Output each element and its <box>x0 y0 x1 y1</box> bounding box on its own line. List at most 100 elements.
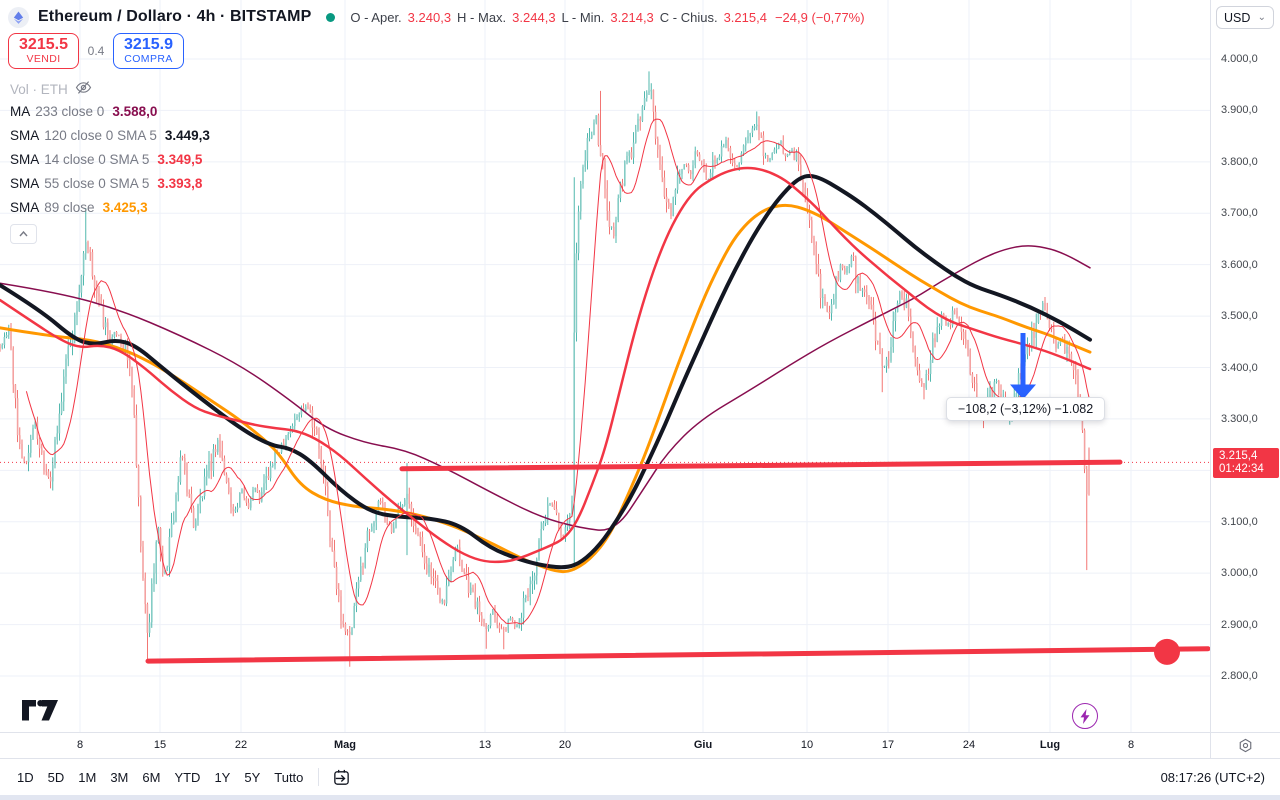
trade-buttons: 3215.5 VENDI 0.4 3215.9 COMPRA <box>8 33 184 69</box>
price-axis-label: 2.900,0 <box>1221 618 1258 631</box>
price-axis-label: 3.000,0 <box>1221 567 1258 580</box>
bottom-toolbar: 1D 5D 1M 3M 6M YTD 1Y 5Y Tutto 08:17:26 (UTC+2) <box>0 758 1280 795</box>
sell-label: VENDI <box>26 53 61 66</box>
ohlc-row: O - Aper. 3.240,3 H - Max. 3.244,3 L - M… <box>350 10 864 25</box>
buy-button[interactable]: 3215.9 COMPRA <box>113 33 184 69</box>
price-chart-canvas[interactable] <box>0 0 1210 732</box>
range-button-1y[interactable]: 1Y <box>214 769 231 785</box>
time-axis-label: Mag <box>334 739 356 751</box>
trendline-2[interactable] <box>145 646 1210 664</box>
down-arrow-head <box>1010 384 1036 400</box>
measure-tooltip: −108,2 (−3,12%) −1.082 <box>946 397 1106 421</box>
session-clock[interactable]: 08:17:26 (UTC+2) <box>1160 769 1265 785</box>
indicator-name: MA <box>10 103 31 119</box>
price-axis-label: 3.100,0 <box>1221 515 1258 528</box>
eye-off-icon[interactable] <box>75 80 92 98</box>
overlay-sma55[interactable] <box>0 166 1092 564</box>
high-value: 3.244,3 <box>512 9 556 25</box>
gear-icon <box>1239 738 1252 753</box>
legend-row-sma14[interactable]: SMA 14 close 0 SMA 5 3.349,5 <box>10 147 210 171</box>
price-axis[interactable]: USD ⌄ 4.000,0 3.900,0 3.800,0 3.700,0 3.600,… <box>1210 0 1280 732</box>
price-axis-label: 3.700,0 <box>1221 207 1258 220</box>
market-status-dot-icon <box>326 12 336 22</box>
buy-price: 3215.9 <box>124 36 173 54</box>
price-axis-label: 4.000,0 <box>1221 53 1258 65</box>
chart-header: Ethereum / Dollaro · 4h · BITSTAMP O - A… <box>8 6 865 28</box>
range-button-5d[interactable]: 5D <box>47 769 65 785</box>
indicator-value: 3.425,3 <box>102 199 148 215</box>
go-to-date-button[interactable] <box>327 765 355 789</box>
time-axis-label: 22 <box>234 739 248 751</box>
tradingview-logo[interactable] <box>21 699 59 727</box>
overlay-sma89[interactable] <box>0 203 1092 574</box>
indicator-params: 55 close 0 SMA 5 <box>44 175 150 191</box>
price-axis-label: 2.800,0 <box>1221 670 1258 682</box>
time-axis[interactable]: 8 15 22 Mag 13 20 Giu 10 17 24 Lug 8 <box>0 732 1210 758</box>
price-axis-label: 3.400,0 <box>1221 361 1258 374</box>
price-axis-label: 3.600,0 <box>1221 258 1258 271</box>
overlay-sma14[interactable] <box>25 118 1090 625</box>
time-axis-label: 20 <box>558 739 572 751</box>
indicator-params: 233 close 0 <box>35 103 105 119</box>
time-axis-label: 8 <box>1127 739 1135 751</box>
range-button-1m[interactable]: 1M <box>78 769 97 785</box>
range-button-5y[interactable]: 5Y <box>244 769 261 785</box>
candle-countdown: 01:42:34 <box>1219 463 1264 476</box>
chevron-down-icon: ⌄ <box>1257 12 1266 23</box>
price-axis-label: 3.800,0 <box>1221 155 1258 168</box>
price-axis-label: 3.500,0 <box>1221 310 1258 323</box>
indicator-value: 3.449,3 <box>164 127 210 143</box>
drawing-circle[interactable] <box>1154 638 1180 665</box>
price-axis-label: 3.300,0 <box>1221 412 1258 425</box>
lightning-icon[interactable] <box>1072 703 1098 729</box>
time-axis-label: 13 <box>478 739 492 751</box>
overlay-sma120[interactable] <box>0 173 1092 570</box>
range-button-6m[interactable]: 6M <box>142 769 161 785</box>
range-button-tutto[interactable]: Tutto <box>274 769 304 785</box>
indicator-name: SMA <box>10 127 40 143</box>
indicator-value: 3.349,5 <box>157 151 203 167</box>
low-value: 3.214,3 <box>610 9 654 25</box>
range-button-1d[interactable]: 1D <box>17 769 34 785</box>
volume-label: Vol · ETH <box>10 81 68 97</box>
trendline-1[interactable] <box>399 459 1123 472</box>
ethereum-logo-icon <box>8 6 29 28</box>
current-price-tag: 3.215,4 01:42:34 <box>1213 448 1279 479</box>
grid-lines <box>0 0 1210 732</box>
price-axis-label: 3.900,0 <box>1221 104 1258 117</box>
legend-row-ma233[interactable]: MA 233 close 0 3.588,0 <box>10 99 210 123</box>
change-value: −24,9 (−0,77%) <box>774 9 865 25</box>
legend-row-sma120[interactable]: SMA 120 close 0 SMA 5 3.449,3 <box>10 123 210 147</box>
toolbar-divider <box>318 768 320 786</box>
current-price-value: 3.215,4 <box>1219 450 1258 463</box>
calendar-arrow-icon <box>334 769 349 785</box>
bottom-strip <box>0 795 1280 800</box>
sell-price: 3215.5 <box>19 36 68 54</box>
spread-value: 0.4 <box>87 44 105 58</box>
user-drawings[interactable] <box>145 333 1210 665</box>
overlay-ma233[interactable] <box>0 245 1091 531</box>
legend-row-sma89[interactable]: SMA 89 close 3.425,3 <box>10 195 210 219</box>
buy-label: COMPRA <box>124 53 173 66</box>
currency-label: USD <box>1224 10 1251 25</box>
indicator-params: 120 close 0 SMA 5 <box>44 127 157 143</box>
sell-button[interactable]: 3215.5 VENDI <box>8 33 79 69</box>
axis-settings-corner[interactable] <box>1210 732 1280 758</box>
range-button-3m[interactable]: 3M <box>110 769 129 785</box>
symbol-title[interactable]: Ethereum / Dollaro · 4h · BITSTAMP <box>38 8 312 25</box>
currency-dropdown[interactable]: USD ⌄ <box>1216 6 1274 29</box>
volume-legend-row[interactable]: Vol · ETH <box>10 79 210 99</box>
low-label: L - Min. <box>561 9 605 25</box>
high-label: H - Max. <box>457 9 507 25</box>
time-axis-label: 10 <box>800 739 814 751</box>
indicator-name: SMA <box>10 151 40 167</box>
indicator-name: SMA <box>10 175 40 191</box>
range-button-ytd[interactable]: YTD <box>174 769 201 785</box>
legend-row-sma55[interactable]: SMA 55 close 0 SMA 5 3.393,8 <box>10 171 210 195</box>
open-value: 3.240,3 <box>407 9 452 25</box>
indicator-value: 3.588,0 <box>112 103 158 119</box>
indicator-value: 3.393,8 <box>157 175 203 191</box>
legend-collapse-button[interactable] <box>10 224 37 244</box>
time-axis-label: Lug <box>1039 739 1061 751</box>
